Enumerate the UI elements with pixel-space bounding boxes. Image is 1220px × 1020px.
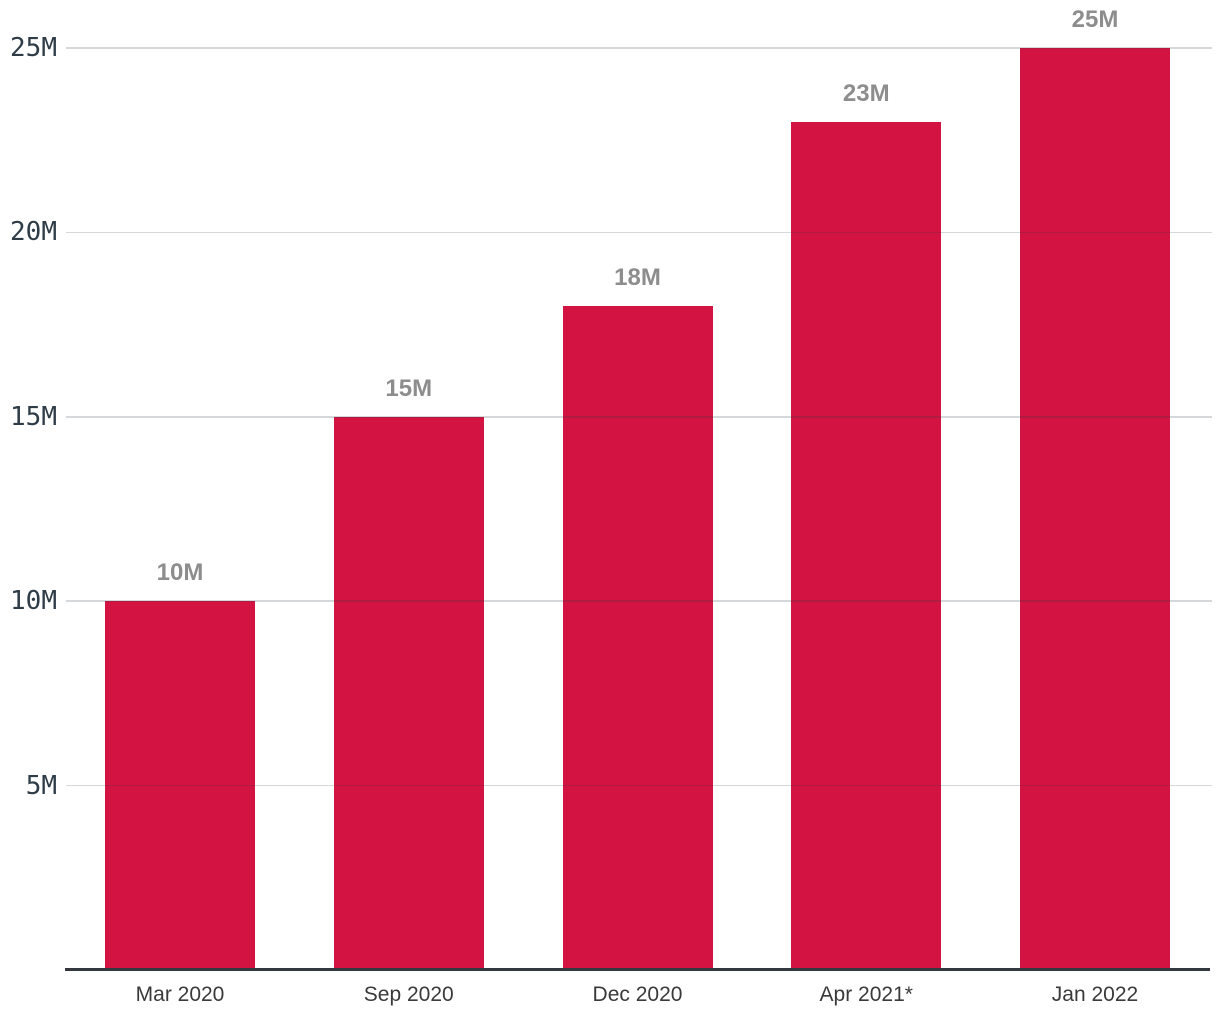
x-axis-tick-label: Dec 2020 <box>592 983 683 1006</box>
y-axis-tick-label: 5M <box>25 770 57 801</box>
x-axis-tick-label: Apr 2021* <box>819 983 913 1006</box>
bar <box>105 601 255 970</box>
bar-value-label: 10M <box>156 559 204 587</box>
gridline <box>66 784 1212 787</box>
gridline <box>66 600 1212 602</box>
y-axis-tick-label: 20M <box>10 217 57 248</box>
y-axis-tick-label: 15M <box>10 401 57 432</box>
x-axis-tick-label: Jan 2022 <box>1051 983 1139 1006</box>
bar <box>1020 48 1170 970</box>
bar <box>333 416 484 970</box>
bar-value-label: 18M <box>614 264 661 292</box>
bar-value-label: 15M <box>385 374 433 402</box>
x-axis-line <box>65 968 1210 971</box>
y-axis-tick-label: 10M <box>10 586 57 617</box>
bar-value-label: 23M <box>842 79 890 107</box>
x-axis-tick-label: Mar 2020 <box>135 983 225 1006</box>
x-axis-tick-label: Sep 2020 <box>363 983 454 1006</box>
gridline <box>66 47 1212 49</box>
bar <box>562 306 713 970</box>
bar-value-label: 25M <box>1071 6 1119 33</box>
gridline <box>66 231 1212 234</box>
y-axis-tick-label: 25M <box>10 33 57 63</box>
bar <box>791 121 942 970</box>
gridline <box>66 416 1212 418</box>
